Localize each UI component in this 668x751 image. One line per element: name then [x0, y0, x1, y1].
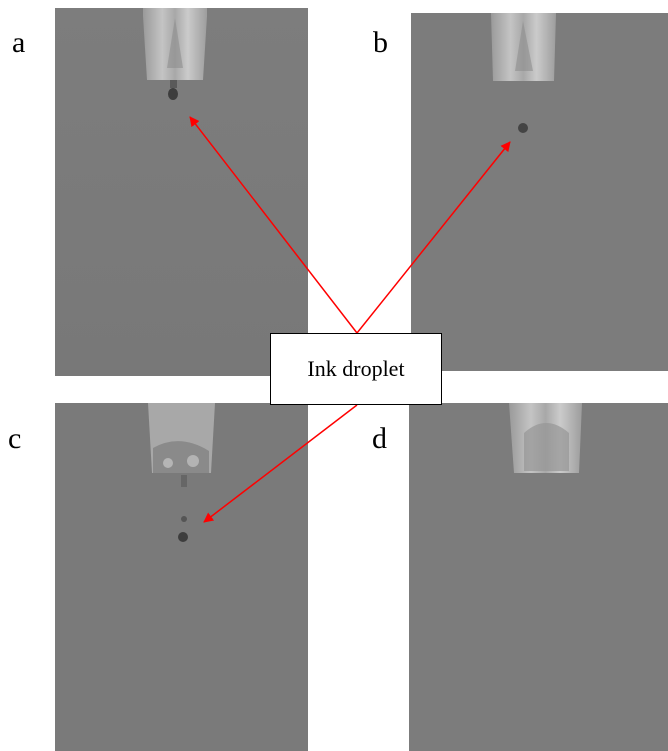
photo-panel-c — [55, 403, 308, 751]
ink-droplet — [178, 532, 188, 542]
ink-droplet — [168, 88, 178, 100]
photo-panel-b — [411, 13, 668, 371]
ink-droplet — [518, 123, 528, 133]
panel-label-a: a — [12, 26, 26, 59]
ink-droplet — [181, 516, 187, 522]
panel-label-d: d — [372, 422, 387, 455]
photo-panel-a — [55, 8, 308, 376]
panel-label-b: b — [373, 26, 388, 59]
panel-label-c: c — [8, 422, 22, 455]
ink-droplet-callout: Ink droplet — [270, 333, 442, 405]
photo-panel-d — [409, 403, 668, 751]
callout-text: Ink droplet — [307, 356, 405, 381]
